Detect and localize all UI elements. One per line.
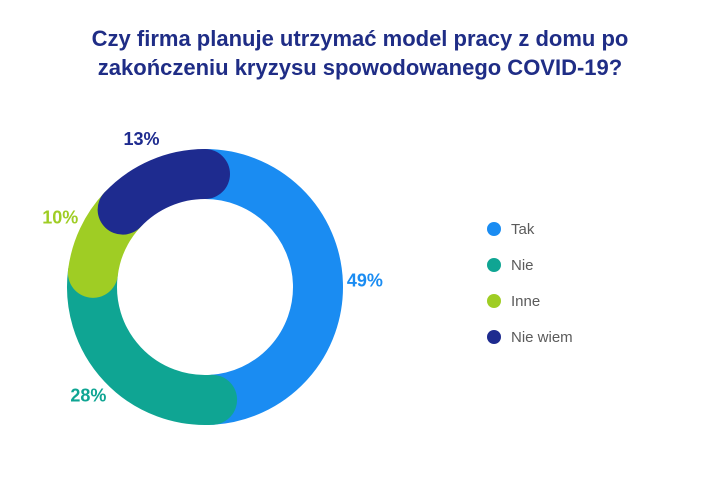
data-label-tak: 49% xyxy=(347,271,383,291)
data-label-nie-wiem: 13% xyxy=(123,129,159,149)
data-label-nie: 28% xyxy=(70,385,106,405)
legend: Tak Nie Inne Nie wiem xyxy=(487,211,573,355)
legend-swatch-nie xyxy=(487,258,501,272)
legend-item-nie: Nie xyxy=(487,247,573,283)
legend-swatch-inne xyxy=(487,294,501,308)
legend-label-nie-wiem: Nie wiem xyxy=(511,328,573,346)
data-label-inne: 10% xyxy=(42,208,78,228)
legend-item-tak: Tak xyxy=(487,211,573,247)
legend-label-inne: Inne xyxy=(511,292,541,310)
chart-title-line-1: Czy firma planuje utrzymać model pracy z… xyxy=(91,26,629,51)
chart-title-line-2: zakończeniu kryzysu spowodowanego COVID-… xyxy=(97,55,623,80)
legend-item-inne: Inne xyxy=(487,283,573,319)
legend-label-nie: Nie xyxy=(511,256,534,274)
chart-title: Czy firma planuje utrzymać model pracy z… xyxy=(0,24,720,82)
legend-swatch-nie-wiem xyxy=(487,330,501,344)
donut-slice-nie-wiem xyxy=(97,149,230,235)
legend-item-nie-wiem: Nie wiem xyxy=(487,319,573,355)
legend-swatch-tak xyxy=(487,222,501,236)
donut-slice-tak xyxy=(180,149,343,425)
legend-label-tak: Tak xyxy=(511,220,535,238)
donut-slice-nie xyxy=(67,247,238,425)
